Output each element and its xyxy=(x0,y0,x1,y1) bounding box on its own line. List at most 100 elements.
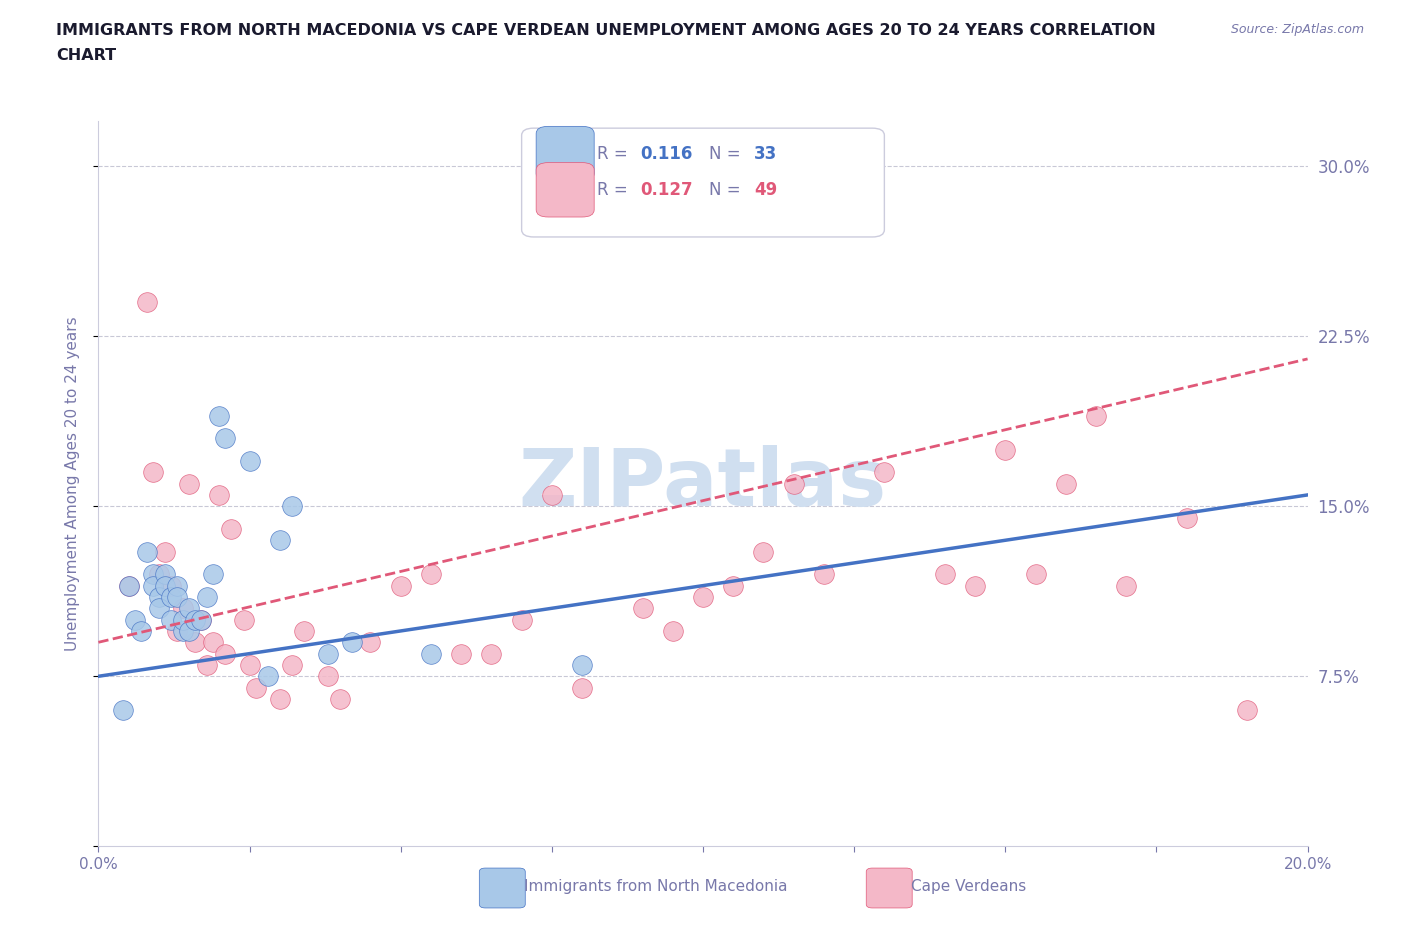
Point xyxy=(179,476,201,491)
Point xyxy=(160,612,183,627)
Text: 33: 33 xyxy=(754,144,778,163)
Point xyxy=(195,658,218,672)
Point xyxy=(692,590,714,604)
Text: N =: N = xyxy=(709,144,747,163)
Point xyxy=(420,567,443,582)
Point xyxy=(783,476,806,491)
FancyBboxPatch shape xyxy=(536,126,595,180)
Text: ZIPatlas: ZIPatlas xyxy=(519,445,887,523)
Text: Immigrants from North Macedonia: Immigrants from North Macedonia xyxy=(524,879,787,894)
FancyBboxPatch shape xyxy=(536,163,595,217)
Point xyxy=(221,522,243,537)
Point xyxy=(994,442,1017,457)
Point xyxy=(142,578,165,593)
Point xyxy=(813,567,835,582)
Point xyxy=(214,646,236,661)
Point xyxy=(450,646,472,661)
Point xyxy=(202,567,225,582)
Point xyxy=(239,454,262,469)
Point xyxy=(160,590,183,604)
Point xyxy=(166,590,188,604)
Point xyxy=(360,635,382,650)
Point xyxy=(723,578,745,593)
Point xyxy=(179,623,201,638)
Y-axis label: Unemployment Among Ages 20 to 24 years: Unemployment Among Ages 20 to 24 years xyxy=(65,316,80,651)
Point xyxy=(153,578,176,593)
Point xyxy=(111,703,134,718)
Point xyxy=(208,408,231,423)
Text: 0.127: 0.127 xyxy=(640,180,693,199)
Point xyxy=(142,567,165,582)
Point xyxy=(179,601,201,616)
FancyBboxPatch shape xyxy=(522,128,884,237)
Point xyxy=(232,612,254,627)
Point xyxy=(202,635,225,650)
Text: 0.116: 0.116 xyxy=(640,144,693,163)
Text: IMMIGRANTS FROM NORTH MACEDONIA VS CAPE VERDEAN UNEMPLOYMENT AMONG AGES 20 TO 24: IMMIGRANTS FROM NORTH MACEDONIA VS CAPE … xyxy=(56,23,1156,38)
Point xyxy=(420,646,443,661)
Point xyxy=(329,692,352,707)
Point xyxy=(166,578,188,593)
Point xyxy=(118,578,141,593)
Point xyxy=(752,544,775,559)
Point xyxy=(172,601,194,616)
Point xyxy=(135,295,157,310)
Point xyxy=(316,646,339,661)
Point xyxy=(208,487,231,502)
Text: 49: 49 xyxy=(754,180,778,199)
Point xyxy=(281,498,304,513)
Point xyxy=(214,431,236,445)
Point xyxy=(160,578,183,593)
Point xyxy=(195,590,218,604)
Text: R =: R = xyxy=(596,144,633,163)
Point xyxy=(1024,567,1046,582)
Text: Cape Verdeans: Cape Verdeans xyxy=(911,879,1026,894)
Text: CHART: CHART xyxy=(56,48,117,63)
FancyBboxPatch shape xyxy=(866,868,912,908)
Point xyxy=(148,601,170,616)
Point xyxy=(184,612,207,627)
Point xyxy=(184,635,207,650)
Point xyxy=(873,465,896,480)
FancyBboxPatch shape xyxy=(479,868,526,908)
Point xyxy=(239,658,262,672)
Point xyxy=(934,567,956,582)
Point xyxy=(124,612,146,627)
Point xyxy=(1236,703,1258,718)
Point xyxy=(342,635,364,650)
Point xyxy=(1085,408,1108,423)
Point xyxy=(190,612,212,627)
Point xyxy=(965,578,987,593)
Point xyxy=(1175,511,1198,525)
Text: Source: ZipAtlas.com: Source: ZipAtlas.com xyxy=(1230,23,1364,36)
Point xyxy=(389,578,412,593)
Point xyxy=(135,544,157,559)
Point xyxy=(142,465,165,480)
Point xyxy=(148,567,170,582)
Point xyxy=(256,669,278,684)
Point xyxy=(1054,476,1077,491)
Point xyxy=(316,669,339,684)
Point xyxy=(245,680,267,695)
Point xyxy=(129,623,152,638)
Point xyxy=(662,623,685,638)
Point xyxy=(118,578,141,593)
Point xyxy=(571,658,593,672)
Point xyxy=(153,544,176,559)
Point xyxy=(148,590,170,604)
Point xyxy=(190,612,212,627)
Point xyxy=(510,612,533,627)
Text: N =: N = xyxy=(709,180,747,199)
Point xyxy=(571,680,593,695)
Point xyxy=(481,646,503,661)
Point xyxy=(269,692,291,707)
Point xyxy=(153,567,176,582)
Point xyxy=(281,658,304,672)
Point xyxy=(540,487,562,502)
Point xyxy=(166,623,188,638)
Point xyxy=(1115,578,1137,593)
Point xyxy=(631,601,654,616)
Point xyxy=(269,533,291,548)
Point xyxy=(292,623,315,638)
Text: R =: R = xyxy=(596,180,633,199)
